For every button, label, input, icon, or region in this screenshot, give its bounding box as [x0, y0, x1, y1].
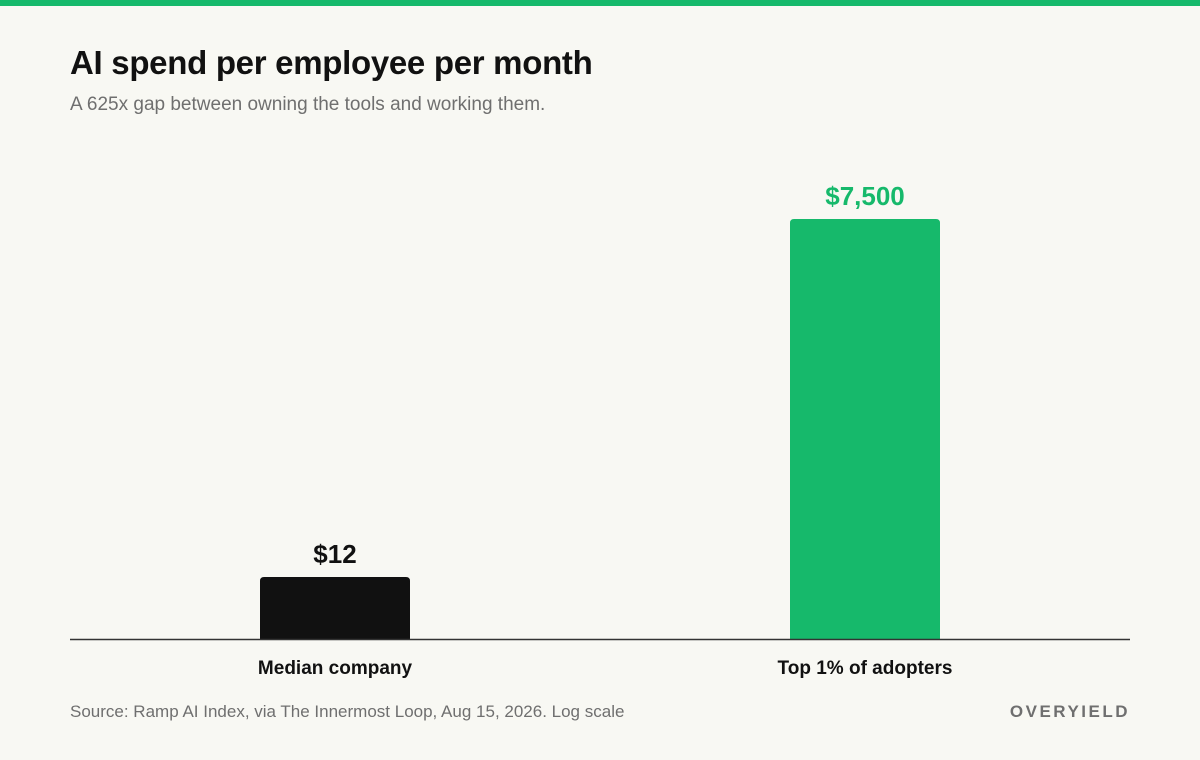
bar-top-adopters — [790, 219, 940, 639]
value-label: $12 — [313, 539, 356, 569]
value-label: $7,500 — [825, 181, 905, 211]
brand-logo-text: OVERYIELD — [1009, 702, 1130, 721]
chart-subtitle: A 625x gap between owning the tools and … — [70, 94, 546, 115]
chart-title: AI spend per employee per month — [70, 44, 593, 81]
source-note: Source: Ramp AI Index, via The Innermost… — [70, 702, 625, 721]
bar-median-company — [260, 577, 410, 639]
category-label: Median company — [258, 658, 413, 679]
category-label: Top 1% of adopters — [778, 658, 953, 679]
accent-top-bar — [0, 0, 1200, 6]
